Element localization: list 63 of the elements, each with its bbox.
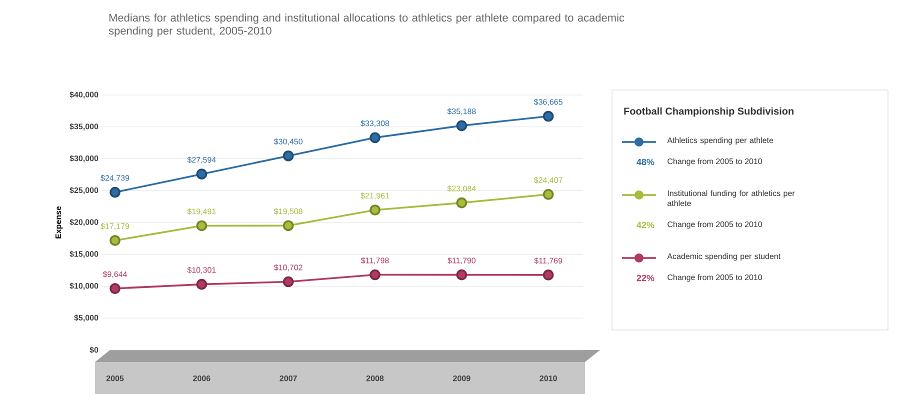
- legend-title: Football Championship Subdivision: [624, 107, 794, 117]
- text: Change from 2005 to 2010: [668, 221, 762, 229]
- data-label: $21,961: [360, 192, 390, 200]
- point: [196, 220, 208, 232]
- data-label: $11,790: [448, 257, 476, 264]
- data-label: $11,769: [534, 257, 562, 264]
- point: [456, 120, 468, 132]
- y-tick-label: $0: [90, 346, 98, 354]
- point: [370, 204, 380, 216]
- data-label: $17,179: [100, 222, 130, 230]
- data-label: $23,084: [447, 185, 476, 192]
- x-tick-label: 2008: [366, 376, 384, 382]
- point: [370, 132, 380, 144]
- point: [196, 168, 208, 180]
- point: [282, 276, 294, 288]
- y-tick-label: $5,000: [74, 314, 98, 322]
- y-tick-label: $40,000: [70, 91, 98, 99]
- text: 22%: [636, 274, 654, 282]
- point: [542, 188, 554, 200]
- x-tick-label: 2009: [453, 376, 470, 382]
- data-label: $11,798: [360, 257, 389, 264]
- point: [542, 270, 554, 280]
- x-tick-label: 2006: [193, 376, 210, 382]
- point: [282, 220, 294, 232]
- text: 48%: [636, 158, 654, 166]
- y-tick-label: $35,000: [70, 123, 98, 130]
- data-label: $19,508: [274, 208, 302, 216]
- data-label: $36,665: [534, 98, 562, 106]
- data-label: $10,702: [274, 264, 302, 272]
- y-tick-label: $20,000: [70, 218, 98, 226]
- chart-title: Medians for athletics spending and institutional allocations to athletics per athlete compared to academic spending per student, 2005-2010: [108, 14, 624, 37]
- data-label: $24,739: [100, 174, 130, 182]
- x-tick-label: 2010: [540, 376, 557, 382]
- data-label: $24,407: [534, 176, 562, 184]
- y-tick-label: $15,000: [70, 250, 98, 258]
- y-tick-label: $10,000: [70, 282, 98, 290]
- y-tick-label: $25,000: [70, 187, 98, 194]
- point: [542, 110, 554, 122]
- point: [370, 269, 380, 280]
- point: [456, 269, 468, 280]
- x-tick-label: 2005: [106, 376, 124, 382]
- data-label: $19,491: [187, 208, 216, 216]
- y-tick-label: $30,000: [70, 155, 98, 162]
- point: [110, 186, 120, 198]
- y-axis-title: Expense: [56, 206, 63, 238]
- legend-label: Academic spending per student: [667, 253, 781, 261]
- data-label: $10,301: [187, 266, 216, 274]
- data-label: $33,308: [360, 120, 390, 128]
- data-label: $35,188: [447, 108, 476, 116]
- data-label: $9,644: [102, 271, 128, 278]
- point: [110, 235, 120, 246]
- legend-label: Athletics spending per athlete: [667, 137, 774, 145]
- text: Change from 2005 to 2010: [668, 274, 762, 282]
- legend-label: Institutional funding for athletics per athlete: [668, 190, 795, 206]
- x-tick-label: 2007: [280, 376, 297, 382]
- data-label: $27,594: [187, 156, 216, 164]
- point: [196, 278, 208, 290]
- point: [456, 197, 468, 208]
- text: Change from 2005 to 2010: [668, 158, 762, 166]
- text: 42%: [636, 222, 654, 228]
- point: [110, 283, 120, 294]
- data-label: $30,450: [274, 138, 302, 146]
- point: [282, 150, 294, 162]
